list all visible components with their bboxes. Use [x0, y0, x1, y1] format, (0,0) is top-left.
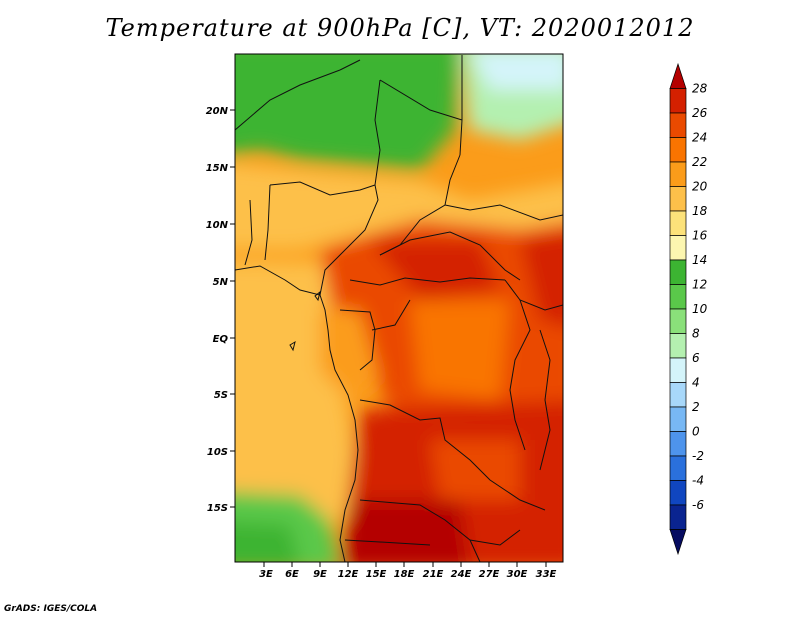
colorbar-segment — [669, 455, 687, 481]
lon-tick-label: 15E — [366, 569, 387, 580]
colorbar-segment — [669, 62, 687, 89]
lat-tick-label: 10N — [206, 220, 229, 231]
lon-tick-label: 30E — [507, 569, 528, 580]
colorbar-segment — [669, 504, 687, 530]
lon-tick-label: 24E — [451, 569, 472, 580]
colorbar-segment — [669, 431, 687, 457]
lon-tick-label: 3E — [259, 569, 273, 580]
colorbar-label: 22 — [692, 155, 707, 169]
colorbar-label: 2 — [692, 400, 700, 414]
lon-tick-label: 6E — [285, 569, 299, 580]
lat-tick-label: 5N — [213, 277, 229, 288]
colorbar-segment — [669, 284, 687, 310]
colorbar-label: 0 — [692, 425, 700, 439]
lat-tick-label: 10S — [207, 447, 228, 458]
colorbar-segment — [669, 382, 687, 408]
temperature-field — [235, 54, 563, 562]
colorbar-label: -6 — [692, 498, 704, 512]
colorbar-segment — [669, 112, 687, 138]
colorbar-label: 20 — [692, 180, 708, 194]
colorbar-label: -4 — [692, 474, 704, 488]
colorbar-segment — [669, 406, 687, 432]
lon-tick-label: 9E — [313, 569, 327, 580]
colorbar-label: 14 — [692, 253, 707, 267]
colorbar-segment — [669, 259, 687, 285]
lon-axis — [263, 562, 547, 567]
colorbar-segment — [669, 308, 687, 334]
colorbar-label: 18 — [692, 204, 708, 218]
colorbar-segment — [669, 161, 687, 187]
lat-tick-label: 5S — [214, 390, 228, 401]
lat-tick-label: 20N — [206, 106, 229, 117]
colorbar-label: 16 — [692, 229, 708, 243]
colorbar-segment — [669, 210, 687, 236]
colorbar-segment — [669, 186, 687, 212]
colorbar-segment — [669, 235, 687, 261]
colorbar-label: 28 — [692, 82, 708, 96]
lon-tick-label: 33E — [536, 569, 557, 580]
colorbar-segment — [669, 333, 687, 359]
colorbar-label: 12 — [692, 278, 707, 292]
lat-tick-label: 15S — [207, 503, 228, 514]
lat-tick-label: 15N — [206, 163, 229, 174]
colorbar-segment — [669, 480, 687, 506]
lon-tick-label: 12E — [338, 569, 359, 580]
lon-tick-label: 27E — [479, 569, 500, 580]
colorbar-label: 26 — [692, 106, 708, 120]
colorbar-label: 6 — [692, 351, 700, 365]
map-frame — [234, 53, 564, 563]
lon-tick-label: 18E — [394, 569, 415, 580]
colorbar-label: 10 — [692, 302, 708, 316]
lon-tick-label: 21E — [423, 569, 444, 580]
country-borders — [235, 55, 563, 562]
colorbar-segment — [669, 529, 687, 556]
colorbar-segment — [669, 88, 687, 114]
grads-credit: GrADS: IGES/COLA — [4, 604, 98, 614]
colorbar-segment — [669, 357, 687, 383]
lat-tick-label: EQ — [213, 334, 229, 345]
lat-axis — [230, 109, 235, 508]
colorbar-label: 8 — [692, 327, 700, 341]
colorbar-label: 24 — [692, 131, 707, 145]
colorbar-label: 4 — [692, 376, 700, 390]
colorbar-segment — [669, 137, 687, 163]
colorbar-label: -2 — [692, 449, 704, 463]
map-title: Temperature at 900hPa [C], VT: 202001201… — [105, 14, 695, 42]
